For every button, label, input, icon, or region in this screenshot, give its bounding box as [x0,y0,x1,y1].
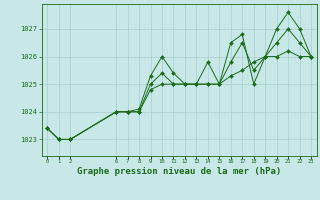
X-axis label: Graphe pression niveau de la mer (hPa): Graphe pression niveau de la mer (hPa) [77,167,281,176]
